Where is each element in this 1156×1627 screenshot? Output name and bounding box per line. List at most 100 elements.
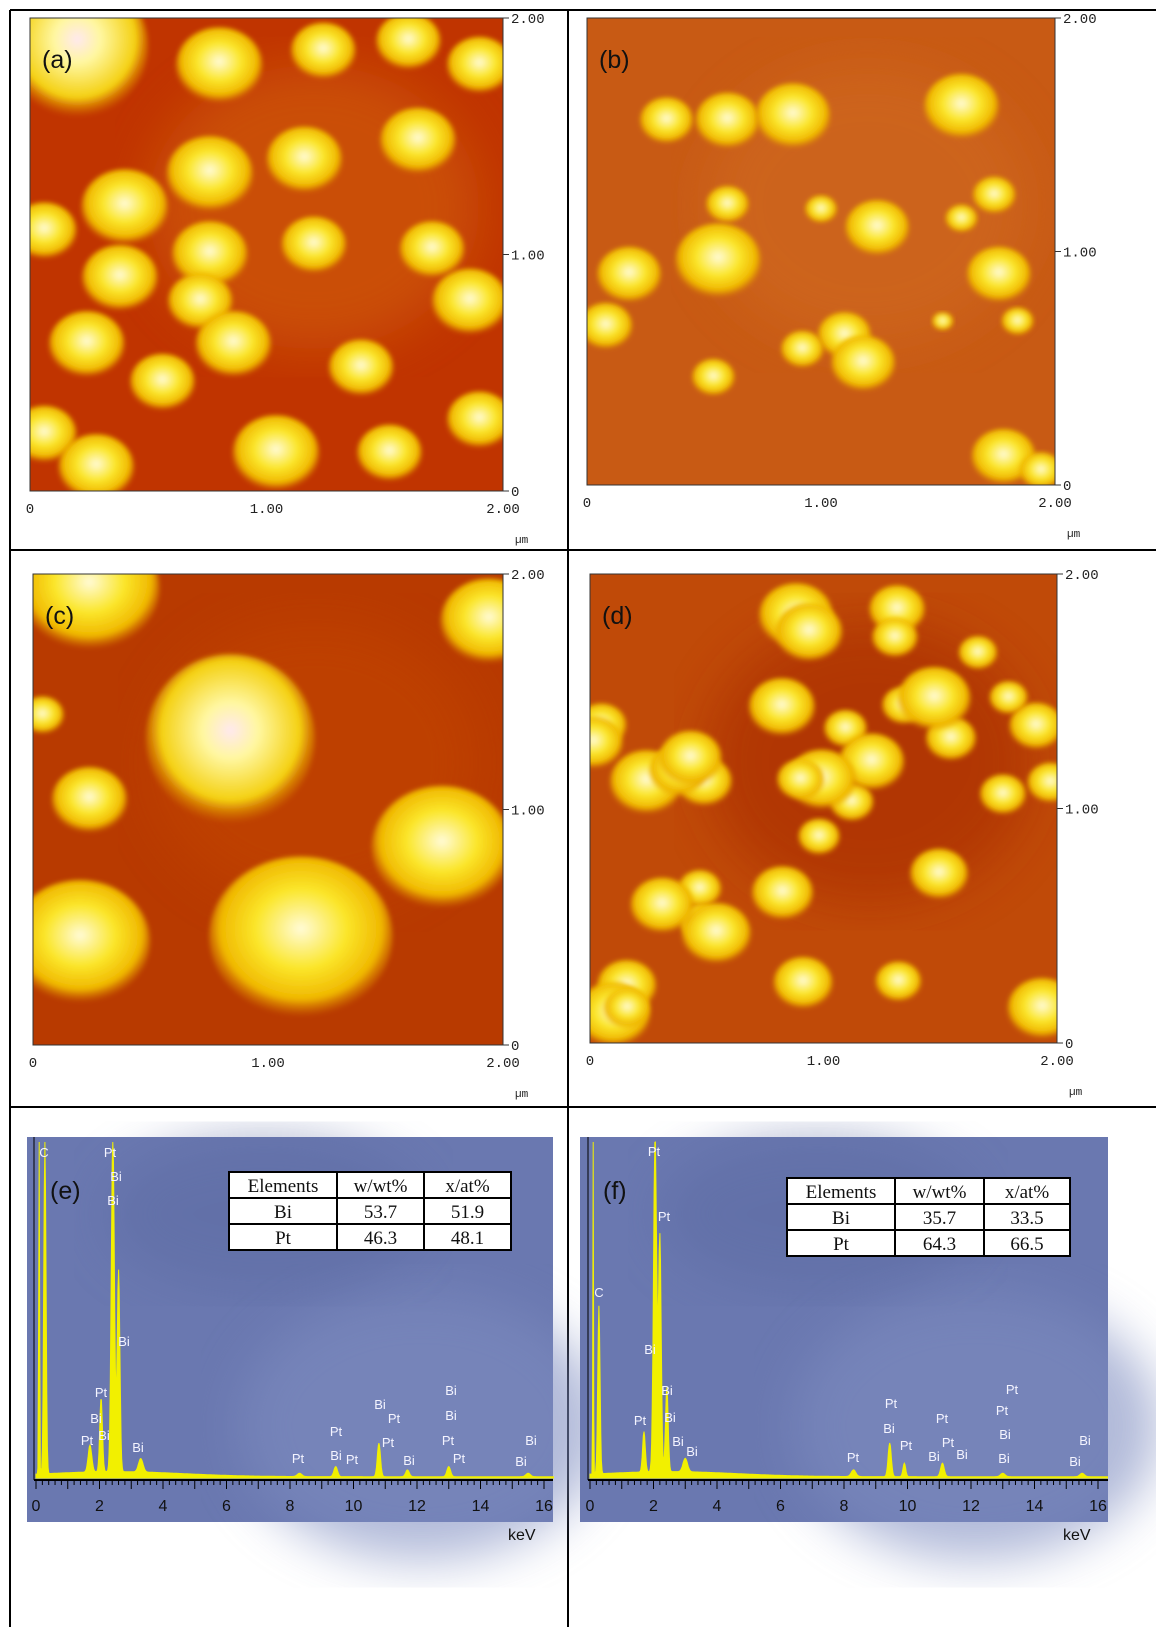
grain: [399, 221, 464, 278]
panel-label: (a): [42, 46, 73, 74]
grain: [706, 186, 749, 223]
peak-label: Bi: [672, 1434, 684, 1449]
grain: [924, 74, 999, 139]
grain: [1001, 308, 1033, 336]
grain: [232, 415, 319, 491]
x-tick-label: 14: [472, 1498, 490, 1515]
afm-image: [579, 18, 1063, 490]
grain: [752, 866, 814, 920]
grain: [447, 392, 512, 449]
grain: [640, 97, 694, 144]
unit-label: keV: [1063, 1527, 1091, 1544]
peak-label: Bi: [98, 1428, 110, 1443]
unit-label: µm: [1069, 1087, 1083, 1099]
panel-label: (e): [50, 1177, 81, 1205]
y-tick-label: 1.00: [511, 249, 545, 265]
panel-label: (b): [599, 46, 630, 74]
peak-label: Bi: [1079, 1433, 1091, 1448]
peak-label: Bi: [998, 1451, 1010, 1466]
x-tick-label: 0: [26, 502, 34, 518]
grain: [19, 527, 160, 649]
grain: [845, 200, 910, 256]
grain: [748, 678, 815, 736]
grain: [958, 636, 997, 670]
peak-label: Bi: [374, 1397, 386, 1412]
y-tick-label: 0: [1065, 1037, 1073, 1053]
grain: [781, 331, 824, 368]
unit-label: µm: [515, 535, 529, 547]
y-tick-label: 0: [1063, 479, 1071, 495]
table-cell: x/at%: [445, 1176, 489, 1197]
peak-label: Pt: [634, 1413, 647, 1428]
table-cell: 66.5: [1010, 1234, 1043, 1255]
panel-label: (d): [602, 602, 633, 630]
table-cell: w/wt%: [354, 1176, 408, 1197]
table-cell: 46.3: [364, 1228, 397, 1249]
x-tick-label: 4: [713, 1498, 722, 1515]
peak-label: Bi: [1069, 1454, 1081, 1469]
sem-shade: [237, 1291, 605, 1561]
grain: [176, 27, 263, 103]
peak-label: Pt: [936, 1411, 949, 1426]
panel-label: (f): [603, 1177, 627, 1205]
grain: [898, 667, 972, 731]
grain: [659, 731, 722, 786]
table-cell: 35.7: [923, 1208, 956, 1229]
grain: [980, 774, 1026, 815]
peak-label: Bi: [132, 1440, 144, 1455]
grain: [597, 247, 662, 303]
grain: [130, 354, 195, 411]
table-cell: w/wt%: [913, 1182, 967, 1203]
grain: [81, 169, 168, 245]
grain: [775, 603, 842, 662]
y-tick-label: 2.00: [511, 12, 545, 28]
grain: [932, 312, 954, 331]
grain: [831, 336, 896, 392]
grain: [380, 108, 456, 174]
peak-label: Pt: [388, 1411, 401, 1426]
grain: [872, 618, 918, 658]
table-cell: 33.5: [1010, 1208, 1043, 1229]
x-tick-label: 0: [29, 1056, 37, 1072]
peak-label: Bi: [118, 1334, 130, 1349]
peak-label: Pt: [442, 1433, 455, 1448]
x-tick-label: 6: [222, 1498, 231, 1515]
x-tick-label: 12: [962, 1498, 980, 1515]
x-tick-label: 0: [586, 1498, 595, 1515]
grain: [675, 223, 761, 298]
peak-label: Bi: [525, 1433, 537, 1448]
peak-label: Pt: [330, 1424, 343, 1439]
peak-label: C: [39, 1145, 48, 1160]
x-tick-label: 2.00: [1038, 496, 1072, 512]
table-cell: x/at%: [1005, 1182, 1049, 1203]
x-tick-label: 2: [649, 1498, 658, 1515]
x-tick-label: 10: [345, 1498, 363, 1515]
peak-label: Bi: [644, 1342, 656, 1357]
x-tick-label: 8: [286, 1498, 295, 1515]
peak-label: Bi: [515, 1454, 527, 1469]
peak-label: Bi: [403, 1453, 415, 1468]
peak-label: Pt: [81, 1433, 94, 1448]
grain: [266, 127, 342, 193]
table-cell: Pt: [833, 1234, 850, 1255]
grain: [357, 425, 422, 482]
unit-label: µm: [1067, 529, 1081, 541]
grain: [209, 857, 393, 1017]
x-tick-label: 2.00: [486, 1056, 520, 1072]
grain: [755, 83, 830, 148]
x-tick-label: 1.00: [250, 502, 284, 518]
x-tick-label: 1.00: [804, 496, 838, 512]
unit-label: keV: [508, 1527, 536, 1544]
grain: [945, 205, 977, 233]
table-cell: 53.7: [364, 1202, 397, 1223]
y-tick-label: 0: [511, 1039, 519, 1055]
peak-label: Pt: [885, 1396, 898, 1411]
table-cell: 48.1: [451, 1228, 484, 1249]
grain: [973, 177, 1016, 214]
grain: [10, 880, 151, 1002]
table-cell: 64.3: [923, 1234, 956, 1255]
grain: [281, 217, 346, 274]
x-tick-label: 2.00: [1040, 1054, 1074, 1070]
x-tick-label: 10: [899, 1498, 917, 1515]
afm-image: [563, 574, 1077, 1047]
